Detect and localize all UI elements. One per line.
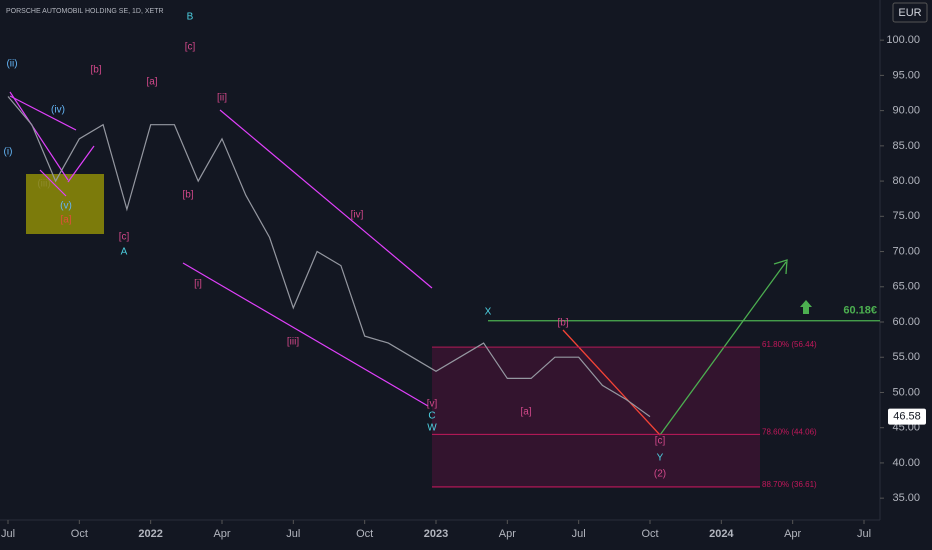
wave-label: [iii]: [287, 337, 299, 348]
wave-line: [9, 91, 69, 181]
last-price-box: [888, 408, 926, 425]
chart-title: PORSCHE AUTOMOBIL HOLDING SE, 1D, XETR: [6, 8, 164, 15]
x-tick-label: Jul: [572, 528, 586, 540]
wave-line: [67, 145, 95, 183]
wave-label: [a]: [520, 407, 531, 418]
x-tick-label: Oct: [641, 528, 658, 540]
y-tick-label: 50.00: [892, 386, 920, 398]
fib-label: 88.70% (36.61): [762, 480, 817, 489]
y-tick-label: 35.00: [892, 492, 920, 504]
x-tick-label: Oct: [356, 528, 373, 540]
y-tick-label: 65.00: [892, 281, 920, 293]
y-tick-label: 100.00: [886, 34, 920, 46]
x-tick-label: 2022: [138, 528, 162, 540]
y-tick-label: 85.00: [892, 140, 920, 152]
wave-label: B: [187, 12, 194, 23]
fib-zone: [432, 348, 760, 488]
x-tick-label: Jul: [857, 528, 871, 540]
wave-label: [c]: [119, 232, 130, 243]
wave-label: [c]: [655, 436, 666, 447]
target-label: 60.18€: [843, 305, 877, 317]
wave-label: A: [121, 247, 128, 258]
wave-label: [c]: [185, 42, 196, 53]
wave-label: [b]: [90, 65, 101, 76]
y-tick-label: 75.00: [892, 210, 920, 222]
up-arrow: [800, 300, 812, 314]
x-tick-label: Apr: [213, 528, 230, 540]
projection-arrowhead: [773, 259, 788, 275]
wave-label: [b]: [557, 318, 568, 329]
x-tick-label: Apr: [784, 528, 801, 540]
wave-label: (i): [4, 147, 13, 158]
wave-label: (2): [654, 469, 666, 480]
wave-label: [iv]: [351, 210, 364, 221]
y-tick-label: 90.00: [892, 105, 920, 117]
price-line: [7, 96, 651, 418]
wave-label: (iv): [51, 105, 65, 116]
fib-label: 61.80% (56.44): [762, 340, 817, 349]
x-tick-label: Jul: [286, 528, 300, 540]
x-tick-label: 2024: [709, 528, 734, 540]
wave-label: Y: [657, 453, 664, 464]
x-tick-label: Apr: [499, 528, 516, 540]
y-tick-label: 40.00: [892, 457, 920, 469]
wave-label: [a]: [60, 215, 71, 226]
wave-label: [b]: [182, 190, 193, 201]
wave-line: [39, 169, 67, 197]
last-price: 46.58: [893, 410, 921, 422]
wave-label: [a]: [146, 77, 157, 88]
wave-label: (iii): [37, 179, 50, 190]
wave-label: C: [428, 411, 435, 422]
x-tick-label: 2023: [424, 528, 448, 540]
wave-label: (ii): [6, 59, 17, 70]
wave-label: [v]: [427, 399, 438, 410]
wave-label: W: [427, 423, 437, 434]
wave-label: [i]: [194, 279, 202, 290]
y-tick-label: 95.00: [892, 69, 920, 81]
projection-line: [659, 261, 787, 436]
currency-box[interactable]: [892, 2, 928, 23]
x-tick-label: Oct: [71, 528, 88, 540]
channel-upper: [219, 109, 433, 289]
wave-label: [ii]: [217, 93, 227, 104]
highlight-box: [26, 174, 104, 234]
x-tick-label: Jul: [1, 528, 15, 540]
y-tick-label: 55.00: [892, 351, 920, 363]
y-tick-label: 60.00: [892, 316, 920, 328]
y-tick-label: 45.00: [892, 422, 920, 434]
wave-label: X: [485, 307, 492, 318]
wave-label: (v): [60, 201, 72, 212]
fib-label: 78.60% (44.06): [762, 427, 817, 436]
wave-line: [9, 95, 77, 131]
currency: EUR: [898, 7, 921, 19]
y-tick-label: 70.00: [892, 245, 920, 257]
y-tick-label: 80.00: [892, 175, 920, 187]
channel-lower: [182, 262, 429, 407]
